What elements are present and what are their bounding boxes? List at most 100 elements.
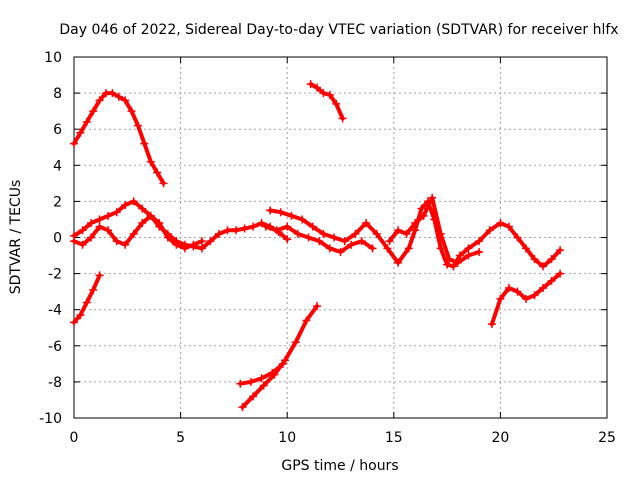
series-arc-4 [238,302,322,412]
series-arc-11 [261,222,377,256]
series-arc-9 [266,197,565,271]
data-point-marker [76,128,85,137]
data-point-marker [70,318,78,327]
x-tick-label: 5 [176,430,185,446]
data-point-marker [223,226,232,235]
data-point-marker [129,229,138,238]
data-point-marker [475,247,484,256]
data-point-marker [121,201,130,210]
y-tick-label: -2 [48,267,62,283]
data-point-marker [155,219,164,228]
x-tick-labels: 0 5 10 15 20 25 [70,430,616,446]
series-line [72,213,204,251]
data-point-marker [112,237,121,246]
data-point-marker [419,211,428,220]
data-point-marker [112,208,121,217]
data-point-marker [238,403,247,412]
data-point-marker [404,244,413,253]
y-tick-label: -6 [48,339,62,355]
data-point-marker [127,107,136,116]
data-point-marker [394,226,403,235]
data-point-marker [325,90,334,99]
data-point-marker [272,226,281,235]
data-point-marker [455,251,464,260]
data-point-marker [240,224,249,233]
data-point-marker [104,211,113,220]
data-point-marker [487,320,496,329]
data-point-marker [95,96,104,105]
data-point-marker [521,294,530,303]
data-point-marker [146,157,155,166]
series-arc-6 [487,269,565,329]
data-point-marker [453,258,462,267]
x-tick-label: 20 [491,430,509,446]
data-point-marker [246,377,255,386]
data-point-marker [70,237,78,246]
data-point-marker [283,235,292,244]
series-arc-5 [236,359,287,388]
data-point-marker [332,99,341,108]
data-point-marker [330,233,339,242]
series-line [72,91,166,186]
data-point-marker [153,168,162,177]
data-point-marker [140,139,149,148]
data-point-marker [298,215,307,224]
x-tick-label: 10 [278,430,296,446]
data-point-marker [357,237,366,246]
data-point-marker [340,237,349,246]
data-point-marker [249,222,258,231]
data-point-marker [530,255,539,264]
data-point-marker [129,197,138,206]
data-point-marker [504,222,513,231]
data-point-marker [95,215,104,224]
data-point-marker [496,219,505,228]
data-point-marker [368,244,377,253]
data-point-marker [319,229,328,238]
data-point-marker [464,244,473,253]
data-point-marker [232,226,241,235]
data-point-marker [306,80,315,89]
data-point-marker [385,237,394,246]
series-arc-10 [385,193,484,267]
data-point-marker [513,233,522,242]
data-point-marker [78,240,87,249]
data-point-marker [530,291,539,300]
data-point-marker [464,251,473,260]
data-point-marker [276,208,285,217]
data-point-marker [133,121,142,130]
x-tick-label: 15 [385,430,403,446]
data-point-marker [206,237,215,246]
data-point-marker [313,302,322,311]
data-point-marker [315,237,324,246]
data-point-marker [496,294,505,303]
data-point-marker [108,89,117,98]
series-arc-3 [70,271,104,327]
data-point-marker [146,211,155,220]
data-point-marker [87,233,96,242]
data-point-marker [159,179,168,188]
data-point-marker [547,255,556,264]
data-point-marker [485,226,494,235]
data-point-marker [394,258,403,267]
data-point-marker [138,219,147,228]
data-point-marker [70,139,78,148]
data-point-marker [82,298,91,307]
data-point-marker [287,211,296,220]
data-point-marker [283,222,292,231]
data-point-marker [138,204,147,213]
data-point-marker [411,226,420,235]
data-point-marker [445,255,454,264]
data-point-marker [556,269,565,278]
data-point-marker [257,374,266,383]
series-arc-1 [70,89,168,188]
y-tick-label: 10 [44,50,62,66]
data-point-marker [87,219,96,228]
data-point-marker [521,244,530,253]
y-tick-label: 0 [53,231,62,247]
data-point-marker [214,229,223,238]
series-line [308,82,345,121]
data-point-marker [259,381,268,390]
data-point-marker [556,246,565,255]
data-point-marker [189,240,198,249]
data-point-marker [347,240,356,249]
